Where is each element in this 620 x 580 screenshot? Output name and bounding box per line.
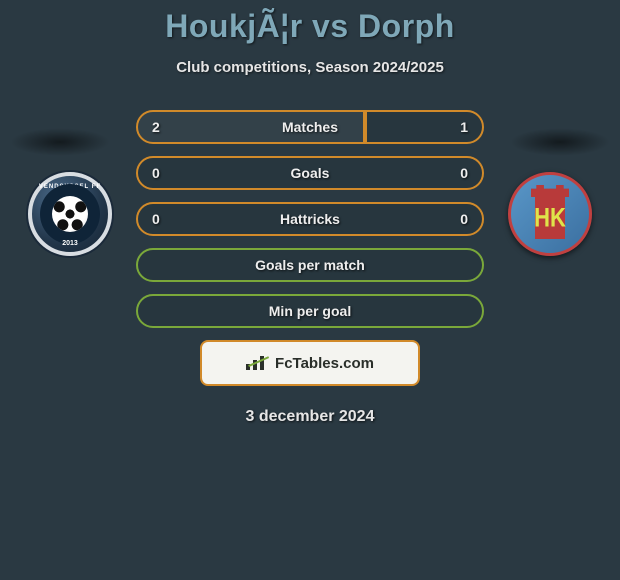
badge-left-year: 2013 [32,240,108,247]
stat-row: Min per goal [136,294,484,328]
stat-row: 0 0 Hattricks [136,202,484,236]
stat-row: 0 0 Goals [136,156,484,190]
team-badge-right: HK [508,172,592,256]
stat-value-left: 2 [152,119,160,135]
header: HoukjÃ¦r vs Dorph Club competitions, Sea… [0,0,620,76]
watermark-box: FcTables.com [200,340,420,386]
watermark-text: FcTables.com [275,355,374,372]
stats-list: 2 1 Matches 0 0 Goals 0 0 Hattricks Goals per mat… [136,110,484,328]
stat-label: Min per goal [269,303,351,319]
fctables-logo-icon [246,356,269,370]
stat-value-right: 0 [460,165,468,181]
shadow-left [10,128,110,156]
stat-label: Hattricks [280,211,340,227]
stat-value-left: 0 [152,165,160,181]
stat-value-left: 0 [152,211,160,227]
shadow-right [510,128,610,156]
badge-right-letters: HK [534,205,566,231]
stat-row: 2 1 Matches [136,110,484,144]
stat-value-right: 1 [460,119,468,135]
badge-left-inner [40,184,100,244]
soccer-ball-icon [52,196,88,232]
subtitle: Club competitions, Season 2024/2025 [0,59,620,76]
stat-value-right: 0 [460,211,468,227]
date-text: 3 december 2024 [0,408,620,426]
stat-label: Matches [282,119,338,135]
stat-label: Goals per match [255,257,365,273]
stat-row: Goals per match [136,248,484,282]
page-title: HoukjÃ¦r vs Dorph [0,8,620,45]
team-badge-left: VENDSYSSEL FF 2013 [28,172,112,256]
stat-label: Goals [291,165,330,181]
main-content: VENDSYSSEL FF 2013 HK 21Matches00Goals00… [0,110,620,426]
tower-icon: HK [523,185,577,243]
